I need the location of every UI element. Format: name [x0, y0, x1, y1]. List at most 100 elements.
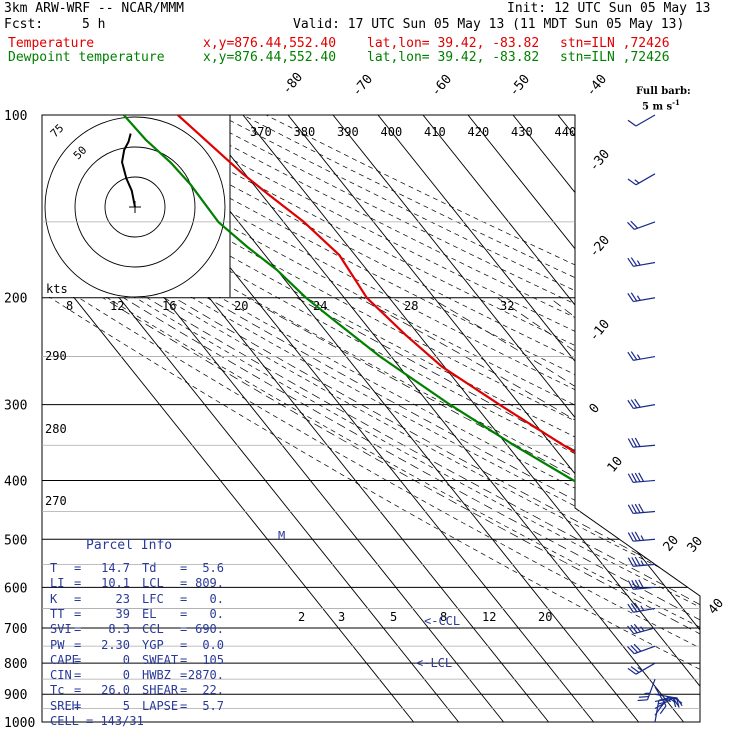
wind-barb-half [637, 666, 643, 672]
isotherm-label: -10 [587, 317, 614, 345]
isotherm-label: -60 [429, 72, 456, 100]
parcel-key: Tc [50, 683, 65, 698]
wind-barb-flag [630, 624, 638, 634]
wind-barb-flag [627, 504, 634, 514]
wind-barb-flag [627, 221, 635, 230]
parcel-key: LCL [142, 576, 164, 591]
mixing-ratio-label: 12 [110, 299, 124, 313]
pressure-label: 100 [4, 109, 27, 124]
parcel-equals: = [74, 683, 82, 698]
moist-adiabat [206, 297, 700, 722]
valid-time: Valid: 17 UTC Sun 05 May 13 (11 MDT Sun … [293, 17, 685, 32]
wind-barb-flag [630, 292, 638, 302]
mixing-ratio-label: 8 [66, 299, 73, 313]
parcel-key: SVI [50, 622, 72, 637]
dry-adiabat [242, 115, 700, 722]
parcel-equals: = [180, 576, 188, 591]
isotherm-label: 20 [661, 533, 683, 555]
wind-barb-flag [630, 257, 638, 267]
theta-label: 370 [250, 125, 272, 139]
parcel-value: 809. [195, 576, 224, 591]
mixing-ratio-label: 16 [162, 299, 176, 313]
wind-barb-flag [672, 697, 677, 708]
isotherm-label: -80 [280, 70, 307, 98]
wind-barb-half [636, 260, 641, 266]
lcl-marker: <-LCL [416, 656, 452, 670]
parcel-value: 0. [209, 606, 224, 621]
parcel-key: CELL [50, 714, 79, 728]
parcel-value: 105 [202, 652, 224, 667]
dry-adiabat [219, 115, 700, 722]
wind-barb-flag [631, 504, 638, 514]
isotherm-label: 30 [685, 534, 707, 556]
parcel-key: SREH [50, 698, 79, 713]
dry-adiabat [172, 115, 700, 722]
wind-barb-staff [634, 645, 656, 655]
wind-barb-staff [646, 678, 656, 701]
wind-barb-flag [630, 220, 639, 229]
theta-label: 400 [381, 125, 403, 139]
theta-label-left: 270 [45, 494, 67, 508]
theta-label: 410 [424, 125, 446, 139]
parcel-value: 690. [195, 622, 224, 637]
isotherm-line [557, 115, 700, 722]
forecast-hour: 5 h [82, 17, 106, 32]
isotherm-label: -20 [587, 233, 614, 261]
wind-barb-flag [631, 580, 638, 590]
wind-barb-flag [627, 532, 634, 542]
parcel-equals: = [74, 652, 82, 667]
ccl-marker: <-CCL [424, 614, 460, 628]
parcel-key: SHEAR [142, 683, 179, 698]
theta-label: 420 [468, 125, 490, 139]
parcel-equals: = [180, 622, 188, 637]
legend-temperature: Temperature [8, 36, 95, 51]
wind-barb [627, 257, 656, 267]
theta-label-left: 290 [45, 349, 67, 363]
wind-barb-staff [633, 355, 656, 361]
isotherm-line [377, 115, 700, 722]
barb-key-speed: 5 m s [642, 101, 673, 113]
wind-barb-flag [630, 351, 638, 361]
isotherm-line [42, 115, 414, 722]
mixing-ratio-label: 12 [482, 610, 496, 624]
wind-barb-staff [633, 510, 656, 515]
wind-barb-flag [631, 557, 638, 567]
parcel-value: 23 [115, 591, 130, 606]
wind-barb [627, 114, 656, 127]
isotherm-label: -30 [587, 147, 614, 175]
parcel-equals: = [74, 561, 82, 575]
isotherm-line [287, 115, 700, 722]
parcel-value: 0 [122, 652, 130, 667]
parcel-key: PW [50, 637, 65, 652]
wind-barb-flag [627, 351, 634, 361]
wind-barb-flag [627, 399, 634, 409]
parcel-key: K [50, 591, 58, 606]
pressure-label: 400 [4, 474, 27, 489]
parcel-key: LI [50, 576, 65, 591]
plot-frame [41, 114, 701, 723]
wind-barbs [627, 114, 683, 723]
wind-barb-half [640, 626, 645, 632]
wind-barb [654, 686, 667, 715]
wind-barb [627, 579, 656, 590]
hodograph-units: kts [46, 282, 68, 296]
wind-barb-staff [633, 261, 656, 267]
wind-barb-flag [633, 643, 642, 652]
wind-barb [627, 623, 656, 635]
parcel-value: 2870. [187, 668, 224, 683]
legend-temperature-xy: x,y=876.44,552.40 [203, 36, 337, 51]
hodograph-ring [104, 176, 166, 238]
parcel-key: YGP [142, 637, 164, 652]
parcel-equals: = [74, 606, 82, 621]
wind-barb [627, 503, 656, 515]
parcel-equals: = [74, 622, 82, 637]
wind-barb [627, 662, 656, 675]
wind-barb-staff [635, 114, 656, 127]
wind-barb-flag [634, 579, 641, 589]
wind-barb-flag [627, 293, 634, 302]
wind-barb-flag [638, 579, 645, 589]
wind-barb-flag [627, 178, 637, 186]
parcel-value: 39 [115, 606, 130, 621]
legend-dewpoint-latlon: lat,lon= 39.42, -83.82 [367, 50, 540, 65]
wind-barb [627, 472, 656, 483]
